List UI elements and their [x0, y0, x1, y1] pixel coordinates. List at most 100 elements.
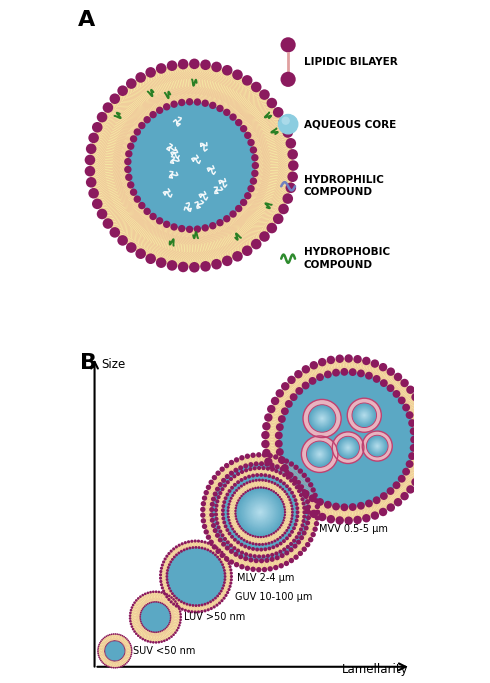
- Circle shape: [156, 601, 158, 603]
- Circle shape: [290, 501, 293, 504]
- Circle shape: [194, 611, 196, 613]
- Circle shape: [247, 185, 255, 193]
- Circle shape: [361, 411, 368, 419]
- Circle shape: [419, 462, 427, 470]
- Circle shape: [88, 188, 99, 199]
- Circle shape: [264, 458, 272, 466]
- Circle shape: [313, 492, 318, 498]
- Circle shape: [251, 547, 255, 551]
- Circle shape: [302, 514, 306, 519]
- Circle shape: [147, 591, 149, 594]
- Circle shape: [313, 409, 331, 428]
- Circle shape: [276, 423, 284, 431]
- Circle shape: [124, 647, 125, 649]
- Circle shape: [224, 556, 229, 561]
- Circle shape: [228, 585, 232, 588]
- Circle shape: [267, 466, 275, 474]
- Circle shape: [314, 410, 330, 427]
- Circle shape: [223, 525, 227, 528]
- Circle shape: [272, 490, 275, 493]
- Circle shape: [282, 547, 286, 551]
- Circle shape: [257, 555, 261, 559]
- Circle shape: [373, 442, 382, 451]
- Circle shape: [118, 660, 119, 661]
- Circle shape: [250, 502, 270, 522]
- Circle shape: [214, 597, 217, 600]
- Circle shape: [170, 589, 172, 592]
- Circle shape: [416, 470, 424, 478]
- Circle shape: [278, 563, 284, 568]
- Circle shape: [291, 514, 294, 517]
- Circle shape: [99, 642, 101, 643]
- Circle shape: [254, 558, 259, 563]
- Circle shape: [143, 117, 241, 214]
- Circle shape: [259, 511, 262, 514]
- Circle shape: [200, 546, 203, 549]
- Circle shape: [346, 445, 350, 450]
- Circle shape: [144, 639, 147, 641]
- Circle shape: [113, 640, 114, 641]
- Circle shape: [278, 471, 282, 475]
- Circle shape: [302, 382, 310, 389]
- Circle shape: [294, 518, 298, 522]
- Circle shape: [251, 503, 270, 522]
- Circle shape: [248, 462, 253, 467]
- Circle shape: [238, 486, 241, 490]
- Circle shape: [176, 629, 178, 632]
- Circle shape: [185, 566, 207, 587]
- Circle shape: [313, 410, 331, 428]
- Circle shape: [387, 487, 394, 495]
- Circle shape: [370, 439, 384, 453]
- Circle shape: [105, 641, 125, 661]
- Circle shape: [369, 438, 385, 454]
- Circle shape: [282, 539, 286, 543]
- Circle shape: [310, 444, 330, 464]
- Circle shape: [98, 656, 100, 658]
- Circle shape: [312, 446, 328, 462]
- Circle shape: [179, 613, 182, 615]
- Circle shape: [228, 522, 231, 525]
- Circle shape: [236, 480, 240, 484]
- Circle shape: [110, 645, 120, 656]
- Circle shape: [354, 405, 374, 426]
- Circle shape: [166, 639, 168, 641]
- Circle shape: [281, 72, 295, 87]
- Circle shape: [370, 439, 384, 453]
- Circle shape: [215, 486, 220, 492]
- Circle shape: [124, 637, 126, 639]
- Circle shape: [256, 508, 264, 516]
- Circle shape: [250, 146, 257, 154]
- Circle shape: [113, 650, 117, 652]
- Circle shape: [122, 657, 123, 658]
- Circle shape: [224, 556, 227, 559]
- Circle shape: [170, 561, 172, 563]
- Circle shape: [208, 540, 214, 545]
- Circle shape: [282, 127, 293, 138]
- Circle shape: [194, 540, 196, 542]
- Circle shape: [251, 535, 254, 537]
- Circle shape: [373, 375, 381, 383]
- Circle shape: [168, 594, 171, 597]
- Circle shape: [143, 604, 169, 630]
- Circle shape: [156, 107, 163, 114]
- Circle shape: [274, 551, 278, 555]
- Circle shape: [262, 449, 270, 457]
- Circle shape: [285, 471, 293, 479]
- Circle shape: [233, 491, 236, 494]
- Circle shape: [270, 462, 275, 468]
- Circle shape: [300, 523, 305, 527]
- Circle shape: [221, 478, 226, 483]
- Circle shape: [292, 539, 296, 543]
- Circle shape: [356, 407, 372, 423]
- Circle shape: [173, 594, 176, 598]
- Circle shape: [245, 491, 247, 494]
- Circle shape: [246, 532, 249, 535]
- Circle shape: [268, 488, 270, 490]
- Circle shape: [238, 490, 283, 535]
- Circle shape: [324, 501, 332, 509]
- Circle shape: [107, 643, 122, 658]
- Circle shape: [241, 492, 280, 532]
- Circle shape: [105, 665, 107, 667]
- Circle shape: [302, 531, 307, 535]
- Circle shape: [216, 555, 219, 559]
